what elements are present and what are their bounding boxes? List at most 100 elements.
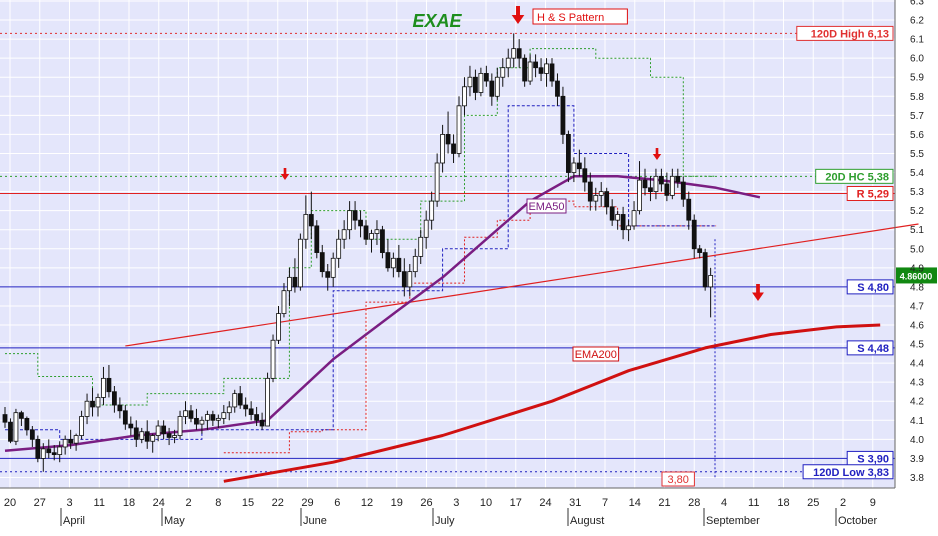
candle-body — [669, 175, 675, 196]
candle-body — [46, 448, 52, 454]
candle-body — [708, 275, 714, 288]
y-tick-label: 4.6 — [910, 321, 924, 332]
candle-body — [473, 76, 478, 93]
candle-body — [604, 191, 610, 208]
candle-body — [680, 181, 686, 200]
candle-body — [106, 377, 112, 393]
level-label-box — [796, 25, 894, 41]
axes: 3.8 3.9 4.0 4.1 4.2 4.3 4.4 4.5 4.6 4.7 4.8 4.9 5.0 5… — [0, 0, 924, 527]
candle-body — [13, 412, 19, 442]
y-tick-label: 6.2 — [910, 16, 924, 27]
x-tick-label: 2 — [840, 497, 846, 509]
x-tick-label: 8 — [215, 497, 221, 509]
candle-body — [254, 414, 260, 421]
month-label: July — [435, 515, 455, 527]
candle-body — [434, 162, 440, 202]
x-tick-label: 14 — [629, 497, 641, 509]
candle-body — [462, 86, 467, 107]
candle-body — [697, 248, 703, 253]
candle-body — [155, 425, 161, 436]
candle-body — [303, 214, 309, 240]
candle-body — [90, 400, 95, 408]
y-tick-label: 4.5 — [910, 340, 924, 351]
x-axis-panel — [0, 488, 895, 531]
candle-body — [467, 76, 473, 88]
level-label: 120D Low 3,83 — [813, 467, 889, 479]
x-tick-label: 18 — [123, 497, 135, 509]
candle-body — [35, 438, 41, 459]
candle-body — [199, 419, 205, 425]
x-tick-label: 11 — [748, 497, 759, 509]
level-label-box — [846, 279, 894, 295]
level-label: 20D HC 5,38 — [825, 171, 889, 183]
ema50-tag: EMA50 — [528, 201, 564, 213]
candle-body — [538, 67, 544, 74]
month-label: April — [63, 515, 85, 527]
x-tick-label: 25 — [807, 497, 819, 509]
candle-body — [270, 339, 276, 379]
x-tick-label: 12 — [361, 497, 373, 509]
candle-body — [369, 233, 374, 240]
level-label: S 3,90 — [857, 453, 889, 465]
y-tick-label: 3.9 — [910, 454, 924, 465]
level-label-box — [815, 168, 894, 184]
candle-body — [440, 134, 446, 164]
x-tick-label: 7 — [602, 497, 608, 509]
month-label: May — [164, 515, 185, 527]
candle-body — [292, 276, 298, 288]
y-axis-panel — [895, 0, 938, 531]
candle-body — [418, 236, 424, 257]
last-price-label: 4.86000 — [900, 271, 933, 281]
candle-body — [112, 391, 117, 406]
ema200-line — [223, 323, 881, 483]
candle-body — [396, 257, 402, 273]
candle-body — [84, 400, 90, 417]
y-tick-label: 6.0 — [910, 54, 924, 65]
level-label: S 4,48 — [857, 343, 889, 355]
candle-body — [675, 175, 681, 183]
candle-body — [555, 80, 560, 97]
candle-body — [456, 105, 462, 154]
candle-body — [248, 408, 254, 415]
candle-body — [363, 225, 369, 240]
x-tick-label: 3 — [66, 497, 72, 509]
candle-body — [385, 252, 391, 269]
candle-body — [412, 255, 418, 273]
candle-body — [57, 446, 63, 456]
y-tick-label: 4.0 — [910, 435, 924, 446]
candle-body — [483, 73, 489, 82]
hc-step-line — [5, 48, 717, 406]
candle-body — [161, 425, 167, 435]
level-label: R 5,29 — [857, 188, 889, 200]
step-lines — [5, 48, 919, 454]
x-tick-label: 6 — [334, 497, 340, 509]
y-tick-label: 5.9 — [910, 73, 924, 84]
candle-body — [139, 431, 145, 440]
candle-body — [237, 393, 243, 406]
channel-step-line — [5, 105, 717, 440]
candle-body — [702, 252, 708, 288]
stop-step-line — [223, 200, 717, 454]
candle-body — [686, 198, 692, 221]
candle-body — [374, 229, 380, 234]
candle-body — [626, 225, 631, 231]
x-tick-label: 19 — [391, 497, 403, 509]
candle-body — [314, 225, 320, 253]
ticker-title: EXAE — [412, 11, 462, 31]
candle-body — [445, 134, 451, 145]
y-tick-label: 5.2 — [910, 206, 924, 217]
candle-body — [19, 412, 24, 419]
month-label: October — [838, 515, 877, 527]
y-tick-label: 5.3 — [910, 187, 924, 198]
candle-body — [177, 416, 183, 436]
level-label: 120D High 6,13 — [811, 28, 889, 40]
x-tick-label: 3 — [453, 497, 459, 509]
candle-body — [576, 162, 582, 170]
ema200-tag: EMA200 — [575, 349, 617, 361]
candle-body — [8, 421, 13, 442]
low-value-tag-box — [661, 471, 695, 487]
x-tick-label: 15 — [242, 497, 254, 509]
candle-body — [150, 435, 156, 442]
candle-body — [40, 448, 46, 459]
